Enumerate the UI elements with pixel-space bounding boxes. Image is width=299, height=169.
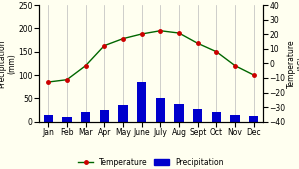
Bar bbox=[249, 116, 258, 122]
Bar bbox=[137, 82, 146, 122]
Y-axis label: Precipitation
(mm): Precipitation (mm) bbox=[0, 39, 17, 88]
Bar bbox=[81, 112, 90, 122]
Bar bbox=[212, 112, 221, 122]
Legend: Temperature, Precipitation: Temperature, Precipitation bbox=[78, 158, 224, 167]
Y-axis label: Temperature
(°C): Temperature (°C) bbox=[287, 39, 299, 88]
Bar bbox=[193, 109, 202, 122]
Bar bbox=[231, 115, 240, 122]
Bar bbox=[118, 105, 128, 122]
Bar bbox=[44, 115, 53, 122]
Bar bbox=[100, 110, 109, 122]
Bar bbox=[156, 98, 165, 122]
Bar bbox=[62, 117, 71, 122]
Bar bbox=[174, 104, 184, 122]
